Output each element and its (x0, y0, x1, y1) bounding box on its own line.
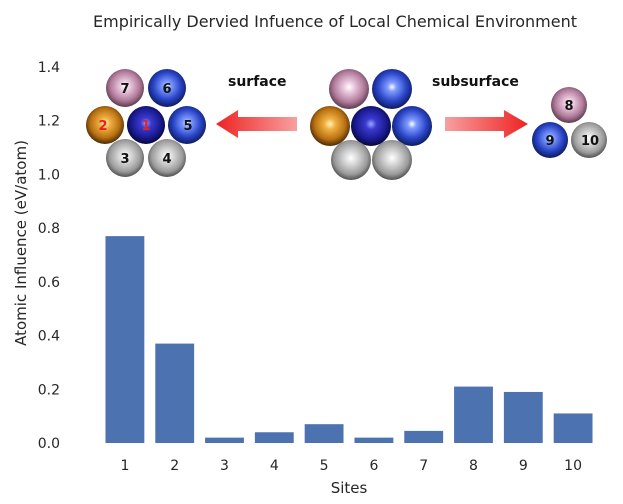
y-axis-ticks: 0.0 0.2 0.4 0.6 0.8 1.0 1.2 1.4 (38, 60, 60, 452)
bar-site-9 (503, 391, 543, 443)
x-axis-label: Sites (331, 479, 368, 497)
bar-site-7 (404, 430, 444, 443)
x-tick-label: 3 (220, 458, 229, 474)
center-atom-gray-left (331, 140, 371, 180)
atom-1 (127, 106, 165, 144)
atom-label-6: 6 (162, 82, 171, 97)
atom-label-5: 5 (183, 119, 192, 134)
atom-label-7: 7 (120, 82, 129, 97)
bar-site-6 (354, 437, 394, 443)
atom-3 (106, 139, 144, 177)
surface-label: surface (228, 74, 287, 90)
atom-label-4: 4 (162, 152, 171, 167)
atom-label-2: 2 (98, 119, 107, 134)
atom-9 (532, 122, 568, 158)
x-tick-label: 2 (170, 458, 179, 474)
arrow-right-icon (445, 110, 528, 138)
atom-label-3: 3 (120, 152, 129, 167)
full-cluster (310, 69, 432, 180)
bar-site-8 (454, 386, 493, 443)
center-atom-gray-right (372, 140, 412, 180)
x-tick-label: 8 (469, 458, 478, 474)
inset-illustration: 7 6 2 1 5 3 4 surface subsurface 8 (86, 69, 607, 180)
center-atom-blue-right (392, 106, 432, 146)
y-tick-label: 1.2 (38, 114, 60, 130)
bar-site-10 (553, 413, 593, 443)
atom-6 (148, 69, 186, 107)
y-tick-label: 0.0 (38, 436, 60, 452)
center-atom-orange (310, 106, 350, 146)
chart-title: Empirically Dervied Infuence of Local Ch… (93, 12, 577, 31)
x-tick-label: 4 (270, 458, 279, 474)
y-axis-label: Atomic Influence (eV/atom) (12, 140, 30, 346)
x-tick-label: 10 (564, 458, 582, 474)
arrow-left-icon (216, 110, 297, 138)
y-tick-label: 0.4 (38, 329, 60, 345)
atom-label-10: 10 (581, 134, 599, 149)
x-axis-ticks: 1 2 3 4 5 6 7 8 9 10 (120, 458, 582, 474)
atom-label-1: 1 (141, 119, 150, 134)
bars (105, 236, 593, 443)
center-atom-navy (351, 106, 391, 146)
subsurface-cluster: 8 9 10 (532, 87, 607, 158)
atom-4 (148, 139, 186, 177)
atom-10 (571, 122, 607, 158)
y-tick-label: 0.8 (38, 221, 60, 237)
bar-site-2 (155, 343, 195, 443)
y-tick-label: 0.6 (38, 275, 60, 291)
atom-2 (86, 106, 124, 144)
atom-8 (551, 87, 587, 123)
x-tick-label: 6 (369, 458, 378, 474)
atom-5 (168, 106, 206, 144)
bar-site-4 (254, 432, 294, 443)
atom-7 (106, 69, 144, 107)
atom-label-9: 9 (545, 134, 554, 149)
x-tick-label: 7 (419, 458, 428, 474)
x-tick-label: 9 (519, 458, 528, 474)
bar-site-3 (205, 437, 244, 443)
y-tick-label: 0.2 (38, 382, 60, 398)
x-tick-label: 1 (120, 458, 129, 474)
y-tick-label: 1.4 (38, 60, 60, 76)
center-atom-pink (329, 69, 369, 109)
bar-site-5 (304, 424, 344, 443)
atom-label-8: 8 (564, 99, 573, 114)
bar-site-1 (105, 236, 145, 443)
center-atom-blue-top (372, 69, 412, 109)
y-tick-label: 1.0 (38, 167, 60, 183)
surface-cluster: 7 6 2 1 5 3 4 (86, 69, 206, 177)
subsurface-label: subsurface (432, 74, 519, 90)
x-tick-label: 5 (320, 458, 329, 474)
